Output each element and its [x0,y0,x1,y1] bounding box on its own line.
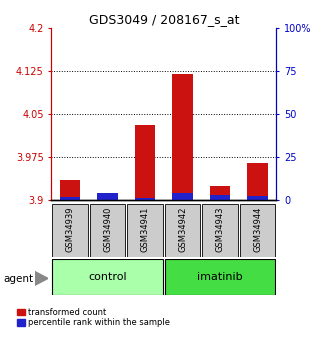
Text: GSM34940: GSM34940 [103,207,112,252]
Title: GDS3049 / 208167_s_at: GDS3049 / 208167_s_at [89,13,239,27]
Bar [210,196,230,200]
Bar [60,180,80,200]
Bar [60,197,80,200]
Bar [247,196,268,200]
Text: GSM34942: GSM34942 [178,207,187,252]
Bar [165,204,200,257]
Text: GSM34939: GSM34939 [66,206,74,252]
Bar [172,193,193,200]
Bar [127,204,163,257]
Bar [97,194,118,200]
Legend: transformed count, percentile rank within the sample: transformed count, percentile rank withi… [18,308,170,327]
Bar [172,73,193,200]
Bar [90,204,125,257]
Text: imatinib: imatinib [197,272,243,282]
Bar [203,204,238,257]
Polygon shape [35,272,48,285]
Text: control: control [88,272,127,282]
Bar [247,163,268,200]
Text: GSM34943: GSM34943 [215,206,225,252]
Bar [97,193,118,200]
Bar [210,186,230,200]
Bar [52,204,88,257]
Bar [52,259,163,295]
Bar [165,259,275,295]
Bar [240,204,275,257]
Bar [135,198,156,200]
Text: agent: agent [3,274,33,284]
Text: GSM34944: GSM34944 [253,207,262,252]
Bar [135,125,156,200]
Text: GSM34941: GSM34941 [141,207,150,252]
